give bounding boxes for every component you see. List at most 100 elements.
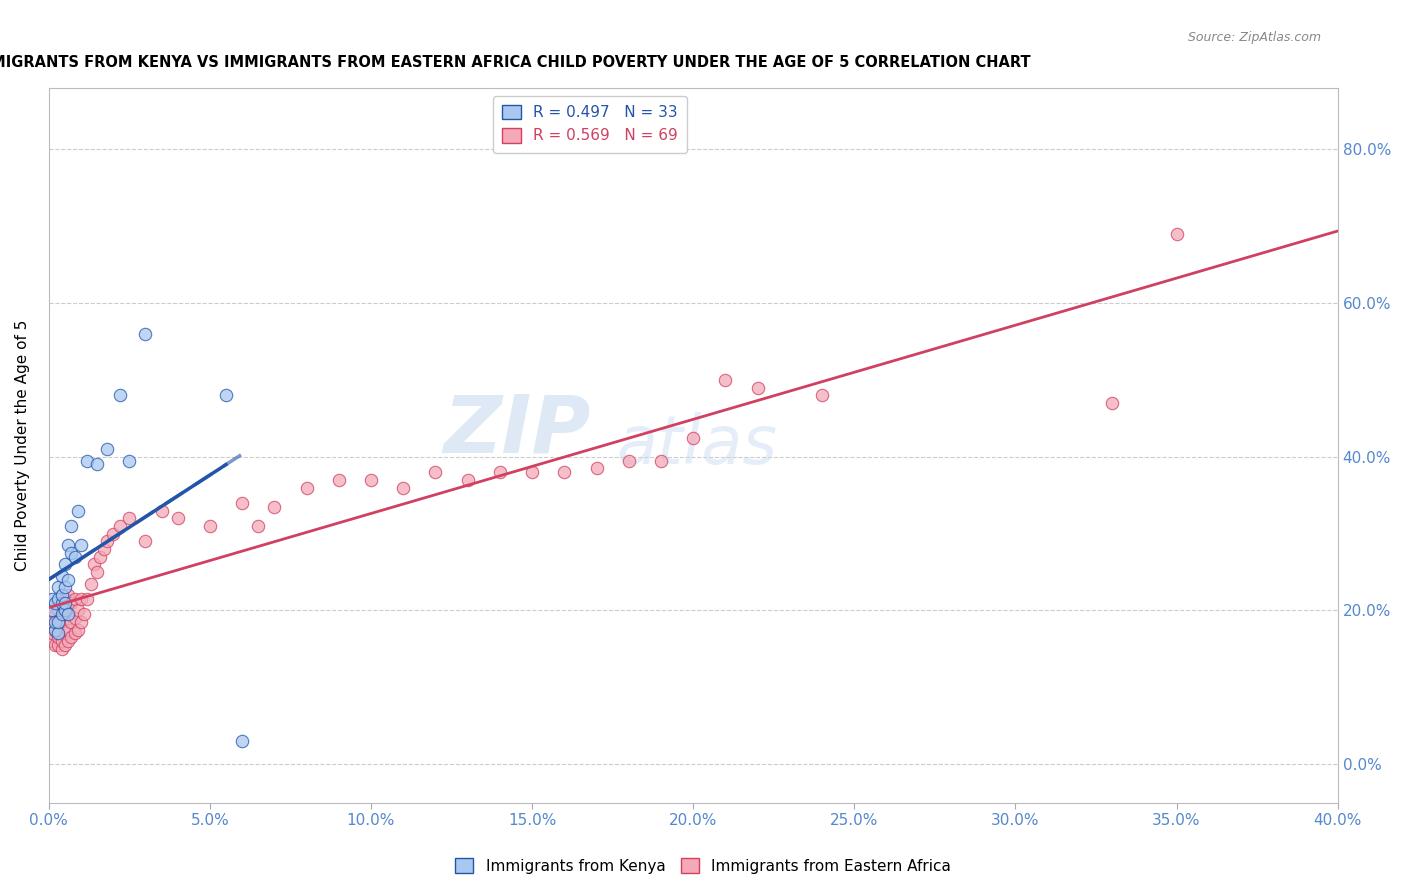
Point bbox=[53, 558, 76, 572]
Point bbox=[96, 534, 118, 549]
Point bbox=[118, 511, 141, 525]
Point bbox=[48, 615, 70, 629]
Point bbox=[76, 453, 98, 467]
Point bbox=[51, 641, 73, 656]
Point bbox=[44, 596, 66, 610]
Point bbox=[51, 588, 73, 602]
Y-axis label: Child Poverty Under the Age of 5: Child Poverty Under the Age of 5 bbox=[15, 319, 30, 571]
Point bbox=[56, 634, 79, 648]
Point bbox=[70, 591, 93, 606]
Legend: Immigrants from Kenya, Immigrants from Eastern Africa: Immigrants from Kenya, Immigrants from E… bbox=[449, 852, 957, 880]
Point bbox=[83, 558, 105, 572]
Point bbox=[51, 607, 73, 622]
Point bbox=[166, 511, 188, 525]
Point bbox=[63, 549, 86, 564]
Point bbox=[93, 541, 115, 556]
Point bbox=[73, 607, 96, 622]
Point bbox=[489, 465, 512, 479]
Point bbox=[328, 473, 350, 487]
Point bbox=[76, 591, 98, 606]
Point bbox=[53, 591, 76, 606]
Point bbox=[51, 588, 73, 602]
Point bbox=[247, 519, 270, 533]
Point bbox=[41, 603, 63, 617]
Point bbox=[263, 500, 285, 514]
Legend: R = 0.497   N = 33, R = 0.569   N = 69: R = 0.497 N = 33, R = 0.569 N = 69 bbox=[494, 95, 688, 153]
Point bbox=[70, 615, 93, 629]
Point bbox=[231, 734, 253, 748]
Point bbox=[118, 453, 141, 467]
Text: Source: ZipAtlas.com: Source: ZipAtlas.com bbox=[1188, 31, 1322, 45]
Point bbox=[51, 634, 73, 648]
Point bbox=[63, 591, 86, 606]
Point bbox=[650, 453, 672, 467]
Point bbox=[53, 581, 76, 595]
Point bbox=[56, 607, 79, 622]
Point bbox=[714, 373, 737, 387]
Point bbox=[60, 519, 83, 533]
Point bbox=[617, 453, 640, 467]
Point bbox=[198, 519, 221, 533]
Point bbox=[360, 473, 382, 487]
Point bbox=[56, 607, 79, 622]
Point bbox=[150, 503, 173, 517]
Point bbox=[96, 442, 118, 456]
Point bbox=[63, 626, 86, 640]
Point bbox=[60, 630, 83, 644]
Point bbox=[41, 611, 63, 625]
Point bbox=[1166, 227, 1188, 241]
Point bbox=[134, 326, 156, 341]
Point bbox=[79, 576, 101, 591]
Point bbox=[44, 623, 66, 637]
Point bbox=[66, 503, 89, 517]
Point bbox=[56, 573, 79, 587]
Point bbox=[60, 615, 83, 629]
Point bbox=[48, 630, 70, 644]
Point bbox=[41, 626, 63, 640]
Point bbox=[51, 615, 73, 629]
Point bbox=[51, 607, 73, 622]
Point bbox=[457, 473, 479, 487]
Point bbox=[553, 465, 575, 479]
Point bbox=[44, 638, 66, 652]
Point bbox=[89, 549, 111, 564]
Point bbox=[60, 546, 83, 560]
Point bbox=[585, 461, 607, 475]
Point bbox=[1101, 396, 1123, 410]
Point bbox=[48, 591, 70, 606]
Point bbox=[48, 615, 70, 629]
Point bbox=[53, 596, 76, 610]
Point bbox=[53, 607, 76, 622]
Point bbox=[53, 626, 76, 640]
Point bbox=[231, 496, 253, 510]
Point bbox=[48, 603, 70, 617]
Point bbox=[425, 465, 447, 479]
Point bbox=[520, 465, 543, 479]
Point bbox=[48, 626, 70, 640]
Point bbox=[56, 538, 79, 552]
Point bbox=[51, 596, 73, 610]
Point bbox=[103, 526, 125, 541]
Point bbox=[215, 388, 238, 402]
Point bbox=[44, 615, 66, 629]
Point bbox=[48, 581, 70, 595]
Point bbox=[60, 596, 83, 610]
Point bbox=[63, 611, 86, 625]
Point bbox=[86, 458, 108, 472]
Point bbox=[44, 623, 66, 637]
Point bbox=[70, 538, 93, 552]
Text: ZIP: ZIP bbox=[443, 392, 591, 470]
Point bbox=[108, 519, 131, 533]
Point bbox=[682, 431, 704, 445]
Point bbox=[51, 569, 73, 583]
Text: atlas: atlas bbox=[616, 412, 778, 478]
Point bbox=[108, 388, 131, 402]
Point bbox=[747, 381, 769, 395]
Point bbox=[811, 388, 834, 402]
Point bbox=[53, 603, 76, 617]
Point bbox=[53, 638, 76, 652]
Point bbox=[41, 634, 63, 648]
Point bbox=[295, 481, 318, 495]
Point bbox=[66, 623, 89, 637]
Point bbox=[56, 623, 79, 637]
